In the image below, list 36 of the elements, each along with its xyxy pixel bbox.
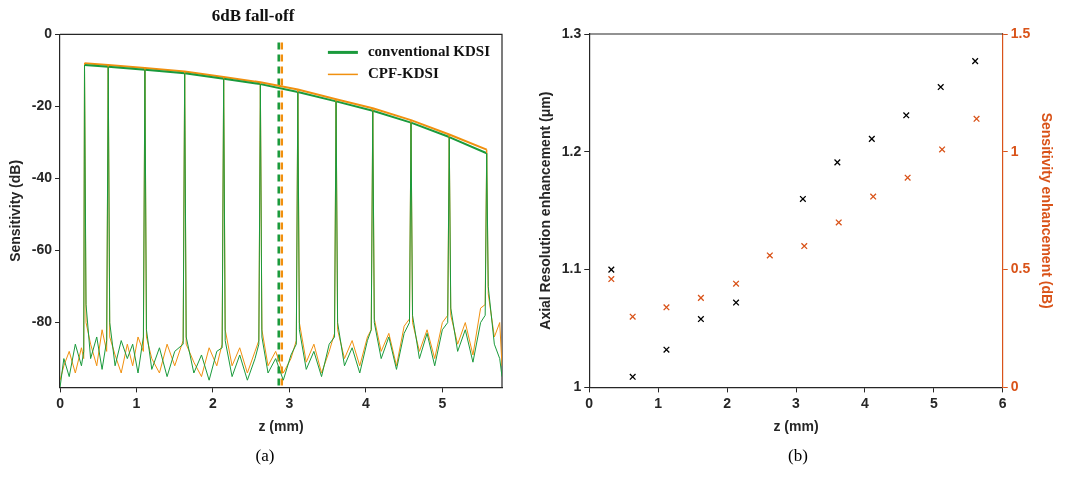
y2-tick-label: 1.5 [1010, 24, 1031, 41]
y-tick-label: 1.1 [561, 260, 582, 277]
x-tick-label: 3 [792, 394, 801, 411]
y2-tick-label: 0 [1010, 378, 1019, 395]
x-tick-label: 0 [585, 394, 594, 411]
y-tick-label: 1.2 [561, 142, 582, 159]
text: (a) [254, 446, 276, 466]
x-tick-label: 4 [361, 394, 370, 411]
y-tick-label: 0 [44, 25, 53, 42]
y-tick-label: -60 [31, 241, 53, 258]
x-tick-label: 5 [438, 394, 447, 411]
x-axis-title: z (mm) [258, 418, 304, 435]
x-tick-label: 1 [132, 394, 141, 411]
x-tick-label: 2 [723, 394, 732, 411]
text: (b) [787, 446, 809, 466]
y-tick-label: -80 [31, 313, 53, 330]
x-tick-label: 3 [285, 394, 294, 411]
x-tick-label: 4 [861, 394, 870, 411]
x-tick-label: 1 [654, 394, 663, 411]
y2-axis-title: Sensitivity enhancement (dB) [1038, 112, 1055, 309]
y-tick-label: -20 [31, 97, 53, 114]
chart-title: 6dB fall-off [211, 5, 295, 25]
y-tick-label: 1 [573, 378, 582, 395]
x-tick-label: 2 [209, 394, 218, 411]
y-tick-label: -40 [31, 169, 53, 186]
x-tick-label: 5 [929, 394, 938, 411]
y-axis-title: Axial Resolution enhancement (μm) [537, 91, 554, 330]
y-tick-label: 1.3 [561, 24, 582, 41]
y2-tick-label: 1 [1010, 142, 1019, 159]
y-axis-title: Sensitivity (dB) [7, 159, 24, 262]
legend-label: conventional KDSI [367, 43, 491, 60]
legend-label: CPF-KDSI [367, 65, 439, 82]
x-axis-title: z (mm) [773, 418, 819, 435]
y2-tick-label: 0.5 [1010, 260, 1031, 277]
x-tick-label: 6 [998, 394, 1007, 411]
x-tick-label: 0 [56, 394, 65, 411]
